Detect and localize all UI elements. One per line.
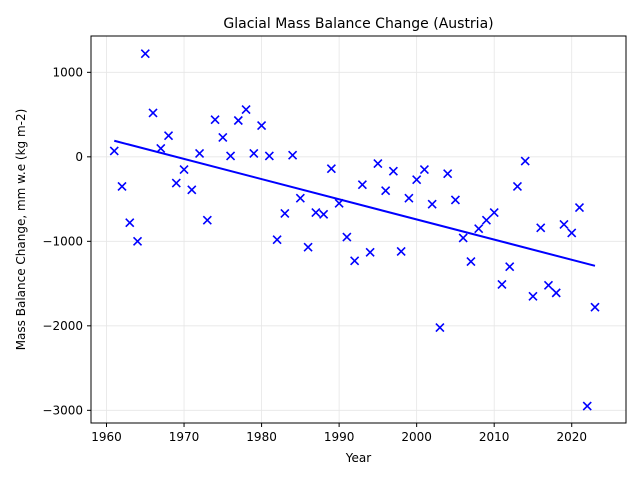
data-point (342, 232, 352, 242)
data-point (489, 208, 499, 218)
data-point (505, 262, 515, 272)
data-point (194, 148, 205, 159)
data-point (381, 186, 391, 196)
data-point (497, 279, 507, 289)
data-point (218, 132, 228, 142)
data-point (559, 219, 569, 229)
y-tick-label: −3000 (42, 403, 83, 417)
data-point (443, 169, 453, 179)
data-point (512, 181, 523, 191)
data-point (233, 115, 243, 126)
data-point (334, 198, 344, 208)
data-point (396, 246, 406, 257)
data-point (249, 148, 259, 159)
data-point (373, 159, 383, 169)
data-point (365, 247, 375, 257)
data-points (109, 49, 600, 411)
data-point (257, 121, 267, 131)
data-point (520, 156, 530, 166)
y-tick-label: 1000 (52, 65, 83, 79)
x-axis-ticks: 1960 1970 1980 1990 2000 2010 2020 (91, 423, 587, 444)
data-point (427, 199, 437, 209)
data-point (319, 209, 329, 219)
data-point (225, 151, 236, 161)
x-tick-label: 2010 (479, 430, 510, 444)
x-tick-label: 1960 (91, 430, 122, 444)
data-point (311, 208, 321, 218)
data-point (481, 215, 492, 225)
data-point (458, 233, 468, 243)
data-point (435, 322, 445, 333)
data-point (148, 108, 158, 118)
data-point (163, 131, 174, 141)
data-point (582, 401, 592, 411)
data-point (241, 104, 251, 115)
x-tick-label: 1980 (246, 430, 277, 444)
data-point (466, 257, 476, 267)
data-point (574, 202, 585, 213)
data-point (210, 115, 220, 125)
data-point (187, 185, 197, 195)
trend-line (114, 139, 596, 267)
data-point (132, 236, 143, 246)
data-point (474, 224, 484, 234)
data-point (109, 146, 119, 156)
data-point (202, 215, 212, 225)
data-point (350, 256, 360, 266)
y-tick-label: −2000 (42, 319, 83, 333)
y-tick-label: −1000 (42, 234, 83, 248)
y-axis-label: Mass Balance Change, mm w.e (kg m-2) (14, 109, 28, 351)
y-tick-label: 0 (75, 150, 83, 164)
data-point (551, 288, 561, 298)
data-point (412, 175, 422, 185)
data-point (264, 151, 274, 161)
data-point (156, 143, 166, 153)
data-point (404, 193, 414, 203)
data-point (272, 235, 282, 245)
data-point (419, 164, 429, 175)
data-point (295, 193, 305, 203)
grid-lines (91, 36, 626, 423)
data-point (528, 291, 538, 301)
data-point (450, 195, 460, 205)
trend-layer (114, 139, 596, 267)
y-axis-ticks: 1000 0 −1000 −2000 −3000 (42, 65, 91, 417)
data-point (590, 302, 600, 312)
data-point (388, 166, 398, 176)
x-axis-label: Year (345, 451, 371, 465)
data-point (171, 178, 181, 188)
x-tick-label: 2020 (556, 430, 587, 444)
data-point (326, 164, 336, 174)
x-tick-label: 1970 (169, 430, 200, 444)
data-point (543, 280, 554, 290)
x-tick-label: 2000 (401, 430, 432, 444)
data-point (117, 181, 127, 191)
data-point (280, 208, 290, 219)
x-tick-label: 1990 (324, 430, 355, 444)
data-point (567, 228, 577, 238)
plot-frame (90, 35, 627, 424)
data-point (140, 49, 150, 59)
data-point (303, 242, 313, 252)
data-point (179, 164, 189, 175)
data-point (536, 223, 546, 233)
chart-title: Glacial Mass Balance Change (Austria) (223, 16, 493, 32)
data-point (125, 218, 135, 228)
data-point (288, 150, 298, 160)
data-point (357, 180, 367, 190)
